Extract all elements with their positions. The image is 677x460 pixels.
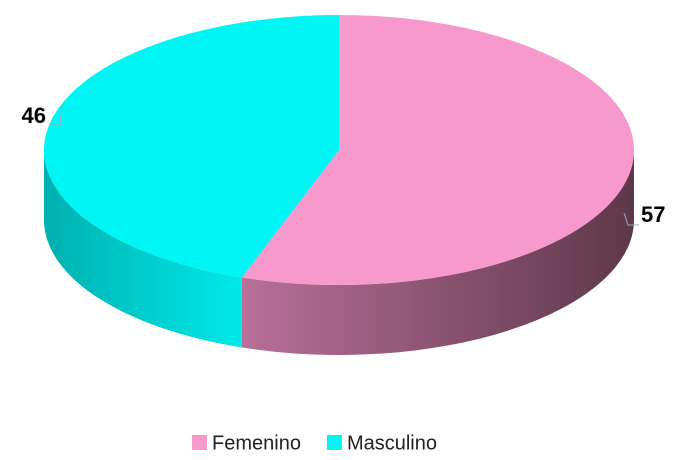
legend-swatch xyxy=(326,435,342,450)
legend-label: Femenino xyxy=(212,432,301,454)
pie-slice xyxy=(44,15,340,278)
leader-line xyxy=(50,104,63,126)
pie-slice xyxy=(241,15,635,286)
data-label: 46 xyxy=(22,103,46,128)
pie-side xyxy=(241,150,635,355)
data-label: 57 xyxy=(641,202,665,227)
legend-label: Masculino xyxy=(347,432,437,454)
legend-swatch xyxy=(192,435,207,450)
leader-line xyxy=(623,212,639,226)
pie-side xyxy=(44,150,242,348)
